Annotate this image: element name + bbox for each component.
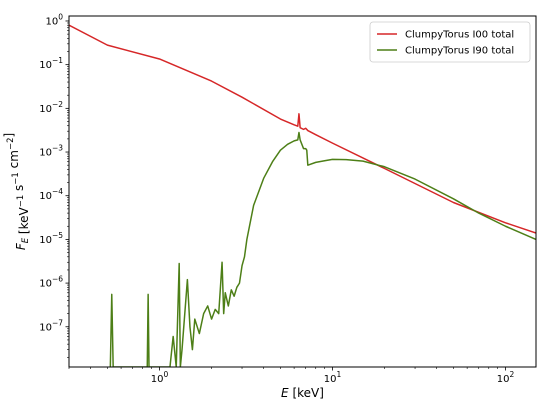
x-tick-label: 100 <box>151 370 169 385</box>
series-line-i90-total <box>109 131 536 367</box>
y-axis: 10−7 10−6 10−5 10−4 10−3 10−2 10−1 100 <box>39 12 69 358</box>
legend-box <box>369 21 531 63</box>
series-line-i00-total <box>69 24 536 234</box>
y-tick-label: 100 <box>45 12 63 27</box>
y-tick-label: 10−2 <box>39 100 63 115</box>
legend-label: ClumpyTorus I00 total <box>405 30 514 41</box>
y-tick-label: 10−7 <box>39 318 63 333</box>
plot-frame <box>68 15 537 368</box>
y-tick-label: 10−5 <box>39 231 63 246</box>
y-tick-label: 10−4 <box>39 187 63 202</box>
legend-label: ClumpyTorus I90 total <box>405 46 514 57</box>
x-axis: 100 101 102 <box>68 367 515 385</box>
y-tick-label: 10−3 <box>39 144 63 159</box>
x-tick-label: 102 <box>497 370 515 385</box>
series-layer <box>69 24 536 367</box>
plot-background <box>69 16 536 367</box>
plot-area <box>68 15 537 368</box>
x-tick-label: 101 <box>324 370 342 385</box>
x-axis-label: E [keV] <box>281 386 324 400</box>
y-tick-label: 10−6 <box>39 275 63 290</box>
y-tick-label: 10−1 <box>39 56 63 71</box>
y-axis-label: FE [keV−1 s−1 cm−2] <box>2 133 31 250</box>
legend: ClumpyTorus I00 total ClumpyTorus I90 tot… <box>369 21 531 63</box>
